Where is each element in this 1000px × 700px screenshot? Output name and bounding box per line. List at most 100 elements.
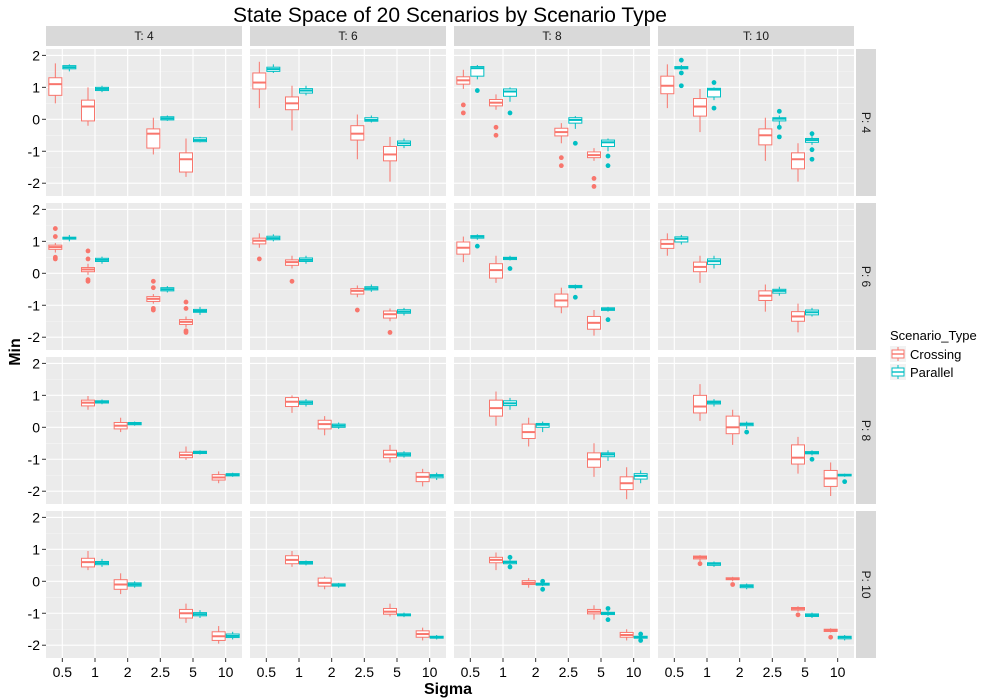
boxplot-parallel (739, 421, 754, 435)
y-tick-label: 0 (32, 573, 40, 589)
box (81, 99, 95, 122)
boxplot-parallel (633, 631, 648, 643)
boxplot-parallel (707, 80, 721, 111)
x-tick-label: 2.5 (355, 664, 375, 680)
boxplot-parallel (127, 581, 142, 588)
boxplot-crossing (211, 471, 226, 484)
boxplot-parallel (299, 85, 313, 96)
x-tick-label: 0.5 (257, 664, 277, 680)
outlier-point (150, 307, 156, 313)
boxplot-crossing (619, 629, 634, 641)
boxplot-crossing (823, 628, 838, 640)
boxplot-parallel (429, 472, 444, 481)
box (693, 394, 707, 414)
column-strip-label: T: 8 (542, 29, 562, 43)
outlier-point (52, 234, 58, 239)
boxplot-crossing (619, 467, 634, 500)
panel-background (46, 203, 242, 350)
boxplot-crossing (693, 88, 707, 133)
panel-background (658, 511, 854, 658)
outlier-point (52, 256, 58, 262)
x-tick-label: 1 (499, 664, 507, 680)
outlier-point (638, 631, 644, 637)
outlier-point (183, 299, 189, 305)
boxplot-parallel (633, 470, 648, 484)
x-tick-label: 2.5 (763, 664, 783, 680)
outlier-point (638, 638, 644, 643)
boxplot-crossing (317, 576, 332, 590)
boxplot-parallel (266, 234, 281, 242)
outlier-point (744, 429, 750, 435)
outlier-point (776, 124, 782, 130)
column-strip (658, 26, 854, 46)
boxplot-parallel (535, 421, 550, 433)
box (48, 77, 63, 96)
boxplot-parallel (397, 307, 411, 316)
outlier-point (776, 108, 782, 114)
x-tick-label: 2.5 (559, 664, 579, 680)
panel-background (454, 511, 650, 658)
y-tick-label: -1 (28, 451, 41, 467)
boxplot-crossing (521, 578, 536, 588)
y-tick-label: -2 (28, 483, 41, 499)
facet-panel (46, 357, 242, 504)
outlier-point (558, 163, 564, 169)
x-tick-label: 1 (703, 664, 711, 680)
x-tick-label: 2 (736, 664, 744, 680)
outlier-point (795, 612, 801, 618)
box (503, 88, 517, 97)
boxplot-crossing (758, 284, 773, 312)
y-tick-label: -1 (28, 297, 41, 313)
boxplot-parallel (429, 634, 444, 640)
facet-panel (454, 511, 650, 658)
boxplot-crossing (489, 255, 503, 283)
boxplot-parallel (193, 136, 207, 143)
boxplot-parallel (331, 422, 346, 429)
facet-panel (454, 203, 650, 350)
boxplot-crossing (791, 436, 805, 474)
panel-background (454, 203, 650, 350)
x-tick-label: 2 (328, 664, 336, 680)
x-tick-label: 2 (532, 664, 540, 680)
facet-panel (250, 49, 446, 196)
outlier-point (828, 634, 834, 640)
legend-entry: Parallel (890, 364, 953, 380)
outlier-point (507, 554, 513, 560)
boxplot-parallel (193, 610, 207, 619)
boxplot-parallel (601, 606, 615, 623)
outlier-point (354, 307, 360, 313)
boxplot-parallel (805, 612, 819, 619)
boxplot-crossing (81, 395, 95, 410)
boxplot-crossing (146, 117, 161, 155)
boxplot-crossing (587, 605, 601, 620)
x-tick-label: 1 (295, 664, 303, 680)
panel-background (46, 511, 242, 658)
facet-panel (454, 357, 650, 504)
boxplot-parallel (601, 306, 615, 323)
x-tick-label: 0.5 (665, 664, 685, 680)
boxplot-crossing (211, 626, 226, 644)
boxplot-crossing (252, 233, 267, 262)
boxplot-parallel (707, 561, 721, 567)
outlier-point (591, 184, 597, 189)
boxplot-crossing (693, 384, 707, 421)
boxplot-crossing (81, 550, 95, 571)
boxplot-parallel (601, 450, 615, 461)
y-tick-label: -2 (28, 175, 41, 191)
boxplot-parallel (674, 234, 689, 245)
boxplot-parallel (331, 582, 346, 588)
boxplot-crossing (489, 94, 503, 138)
boxplot-crossing (521, 417, 536, 447)
boxplot-parallel (364, 115, 379, 123)
box (707, 87, 721, 98)
outlier-point (289, 278, 295, 284)
facet-panel (658, 511, 854, 658)
boxplot-parallel (397, 612, 411, 618)
column-strip (454, 26, 650, 46)
x-tick-label: 5 (393, 664, 401, 680)
y-tick-label: 0 (32, 111, 40, 127)
outlier-point (256, 256, 262, 262)
facet-panel (250, 203, 446, 350)
column-strip-label: T: 4 (134, 29, 154, 43)
boxplot-crossing (791, 143, 805, 182)
